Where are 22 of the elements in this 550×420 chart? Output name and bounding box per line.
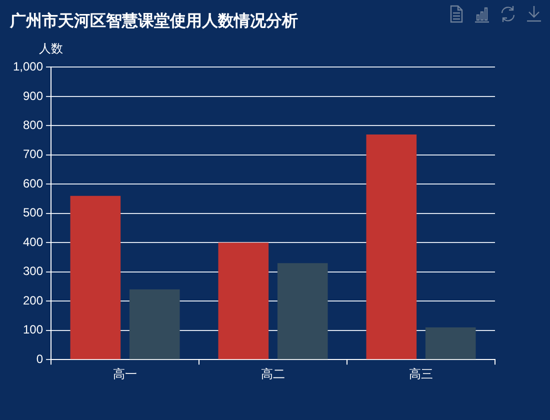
- y-tick-label: 700: [23, 147, 44, 162]
- bar: [218, 242, 269, 360]
- x-tick-label: 高二: [261, 367, 286, 382]
- bar: [129, 289, 180, 360]
- bar: [70, 196, 121, 360]
- y-tick-label: 200: [23, 293, 44, 308]
- bar: [277, 263, 328, 360]
- y-tick-label: 0: [36, 352, 44, 366]
- y-tick-label: 300: [23, 264, 44, 278]
- chart-title: 广州市天河区智慧课堂使用人数情况分析: [9, 10, 298, 30]
- y-axis-title: 人数: [39, 41, 64, 56]
- y-tick-label: 1,000: [13, 60, 44, 74]
- y-tick-label: 500: [23, 206, 44, 220]
- x-tick-label: 高三: [409, 367, 434, 382]
- bar: [425, 327, 476, 360]
- bar: [366, 134, 417, 360]
- x-tick-label: 高一: [113, 367, 138, 382]
- y-tick-label: 100: [23, 322, 44, 337]
- y-tick-label: 600: [23, 176, 44, 190]
- y-tick-label: 400: [23, 234, 44, 249]
- y-tick-label: 900: [23, 88, 44, 103]
- y-tick-label: 800: [23, 118, 44, 132]
